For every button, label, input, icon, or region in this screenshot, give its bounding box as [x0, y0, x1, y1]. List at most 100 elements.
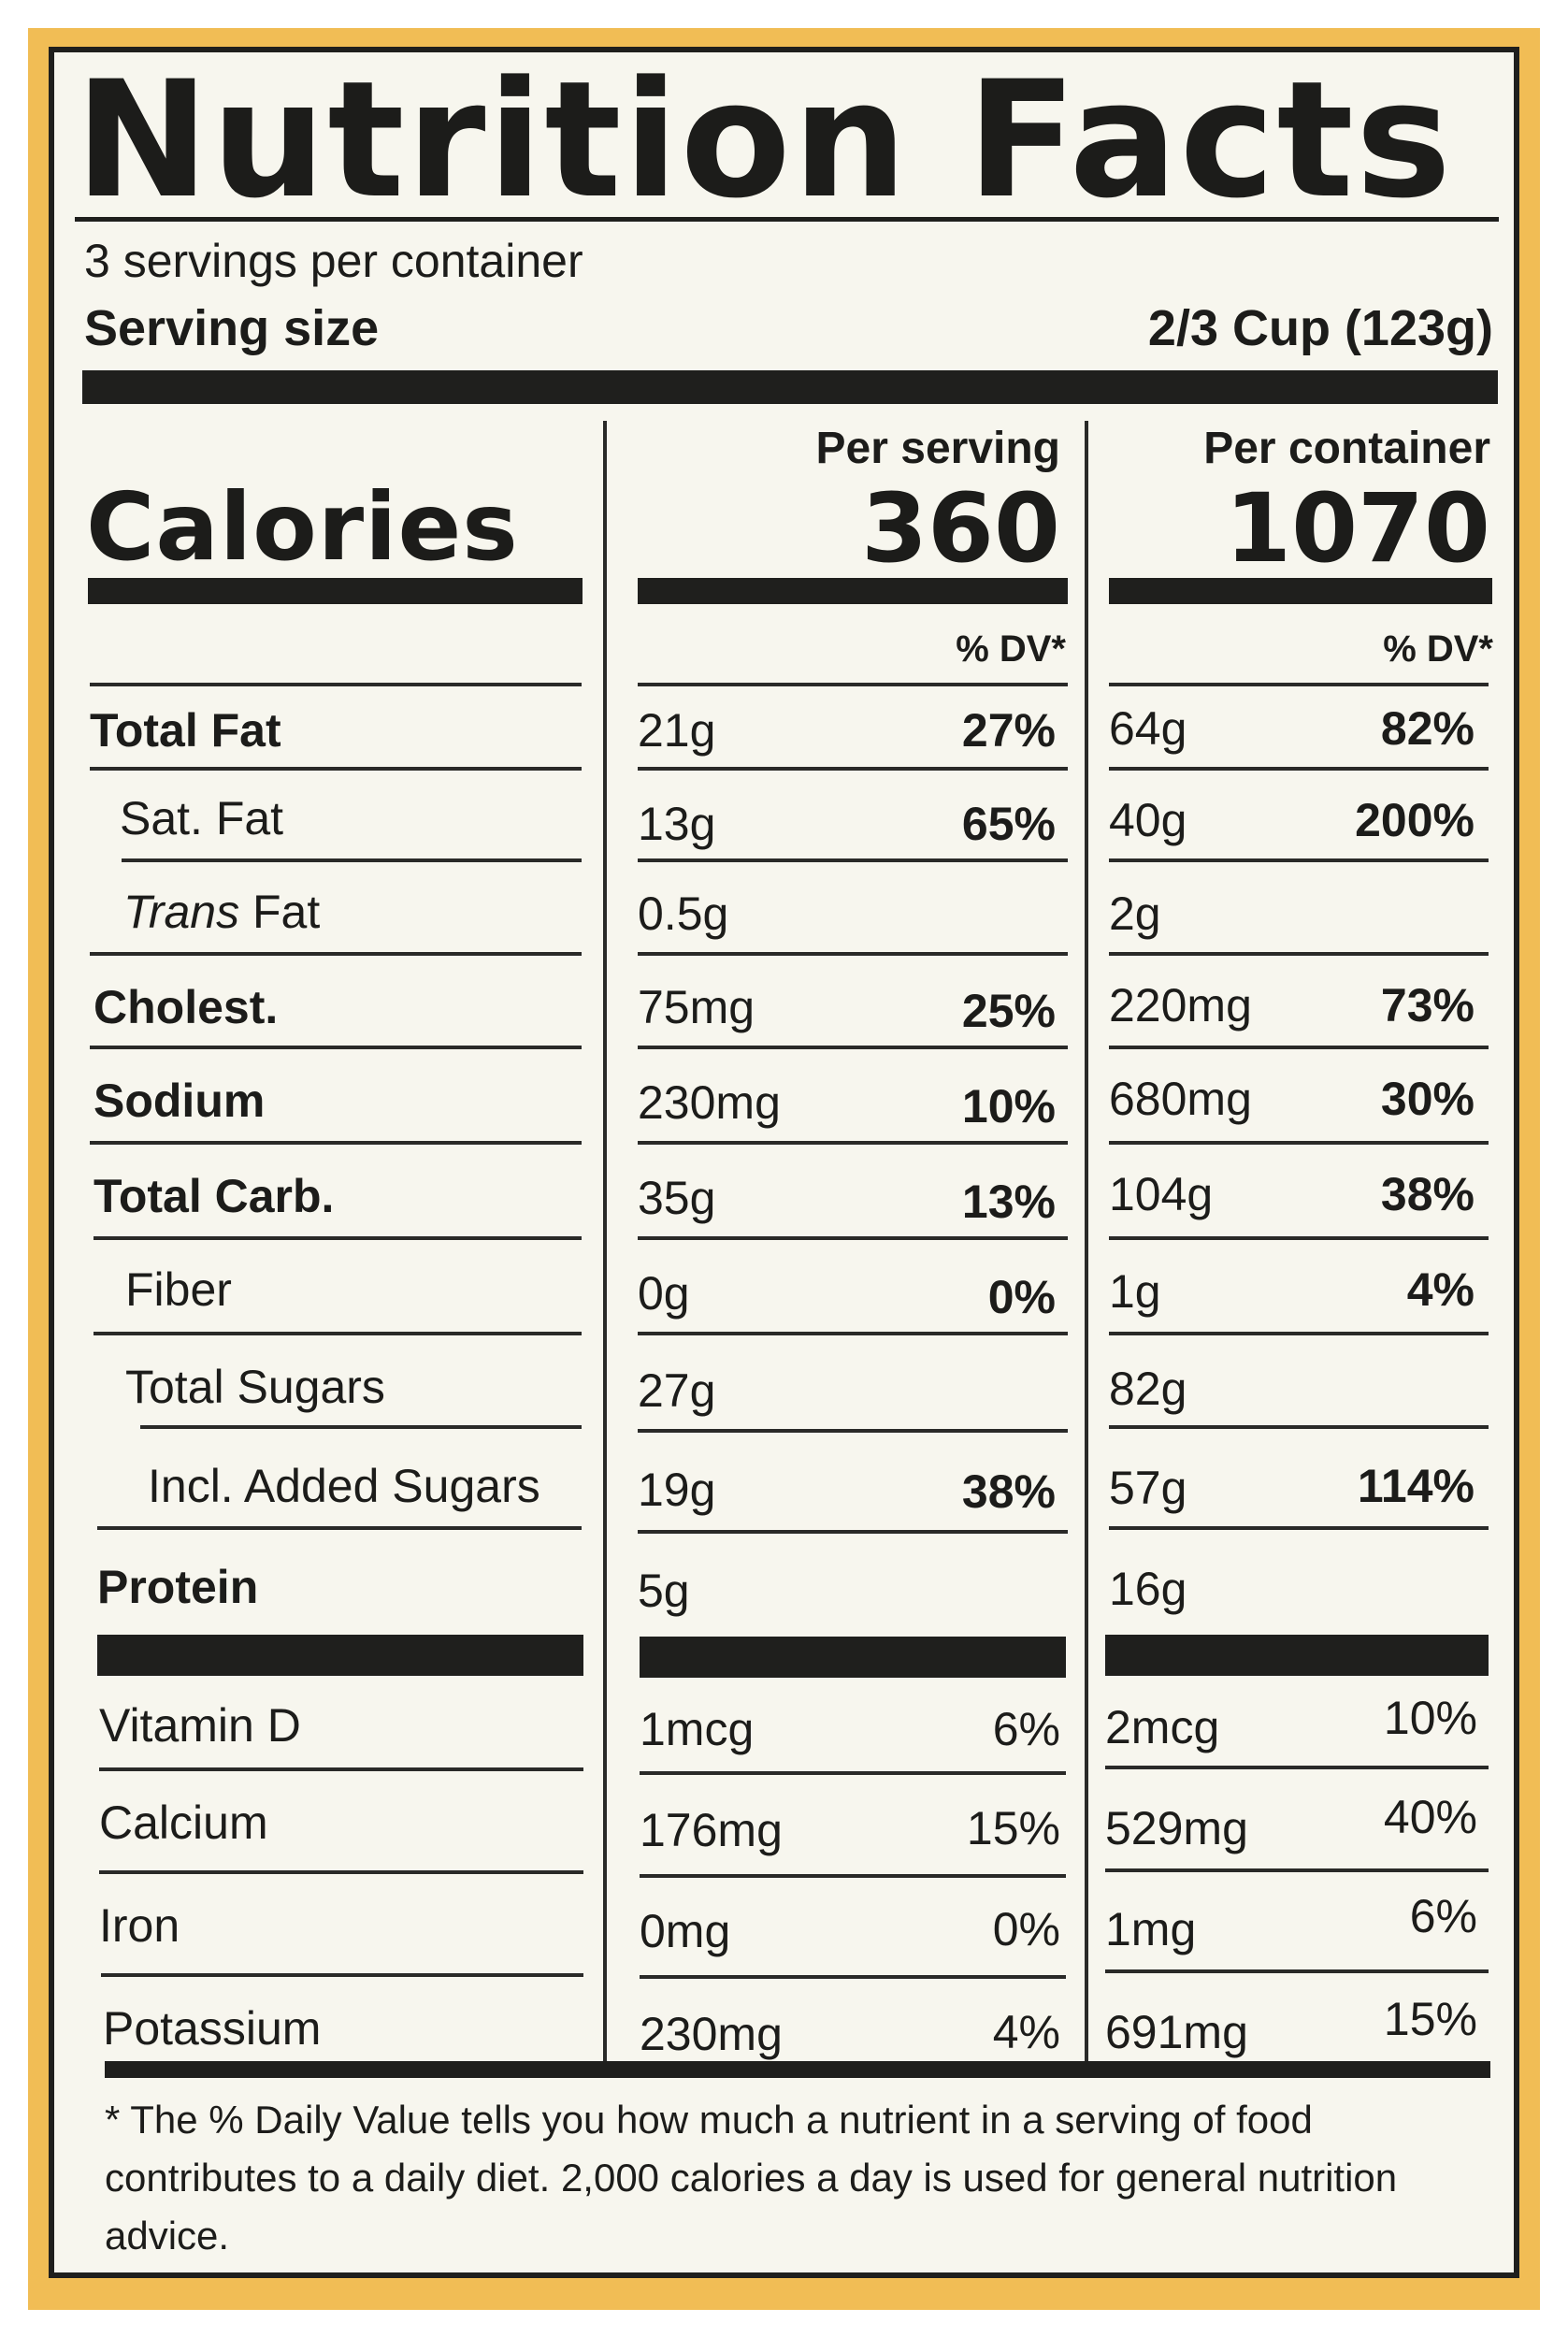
- calories-bar-middle: [638, 578, 1068, 604]
- per-serving-header: Per serving: [815, 424, 1060, 473]
- serving-dv-vitamin-d: 6%: [992, 1703, 1060, 1755]
- nutrient-label-sat-fat: Sat. Fat: [120, 792, 284, 844]
- container-dv-added-sugars: 114%: [1357, 1460, 1474, 1512]
- row-rule: [90, 767, 582, 771]
- container-amount-cholesterol: 220mg: [1109, 979, 1252, 1031]
- trans-fat-suffix: Fat: [239, 886, 321, 938]
- container-amount-total-carb: 104g: [1109, 1168, 1214, 1220]
- row-rule: [94, 1236, 582, 1240]
- nutrient-label-total-sugars: Total Sugars: [125, 1361, 385, 1413]
- row-rule: [638, 952, 1068, 956]
- serving-size-value: 2/3 Cup (123g): [1147, 300, 1493, 356]
- serving-dv-sat-fat: 65%: [961, 798, 1056, 850]
- nutrient-label-trans-fat: Trans Fat: [123, 885, 320, 939]
- container-dv-cholesterol: 73%: [1380, 979, 1474, 1031]
- row-rule: [638, 1236, 1068, 1240]
- row-rule: [638, 858, 1068, 862]
- serving-size-thick-bar: [82, 370, 1498, 404]
- vitamin-label-potassium: Potassium: [103, 2002, 322, 2055]
- serving-amount-trans-fat: 0.5g: [638, 887, 729, 940]
- row-rule: [1109, 1141, 1489, 1145]
- container-amount-sodium: 680mg: [1109, 1073, 1252, 1125]
- serving-dv-iron: 0%: [992, 1903, 1060, 1955]
- row-rule: [90, 952, 582, 956]
- serving-dv-total-carb: 13%: [961, 1176, 1056, 1228]
- row-rule: [640, 1771, 1066, 1775]
- serving-amount-total-carb: 35g: [638, 1172, 716, 1224]
- row-rule: [101, 1973, 583, 1977]
- container-amount-fiber: 1g: [1109, 1265, 1161, 1318]
- serving-amount-cholesterol: 75mg: [638, 981, 755, 1033]
- serving-amount-sat-fat: 13g: [638, 798, 716, 850]
- row-rule: [97, 1526, 582, 1530]
- nutrient-label-added-sugars: Incl. Added Sugars: [148, 1460, 540, 1512]
- row-rule: [1105, 1868, 1489, 1872]
- protein-thick-bar-right: [1105, 1635, 1489, 1676]
- serving-dv-calcium: 15%: [966, 1802, 1060, 1854]
- row-rule: [640, 1874, 1066, 1878]
- container-amount-vitamin-d: 2mcg: [1105, 1701, 1220, 1753]
- container-dv-iron: 6%: [1409, 1890, 1477, 1942]
- row-rule: [1105, 1766, 1489, 1769]
- calories-per-serving: 360: [861, 473, 1060, 584]
- title-rule: [75, 217, 1499, 222]
- serving-amount-potassium: 230mg: [640, 2008, 783, 2060]
- trans-italic: Trans: [123, 886, 240, 938]
- container-amount-protein: 16g: [1109, 1563, 1187, 1615]
- serving-amount-iron: 0mg: [640, 1905, 731, 1957]
- container-dv-sodium: 30%: [1380, 1073, 1474, 1125]
- column-divider-left: [603, 421, 607, 2076]
- row-rule: [1109, 858, 1489, 862]
- row-rule: [638, 1046, 1068, 1049]
- row-rule: [1109, 952, 1489, 956]
- container-dv-total-carb: 38%: [1380, 1168, 1474, 1220]
- serving-amount-added-sugars: 19g: [638, 1464, 716, 1516]
- dv-header-container: % DV*: [1383, 628, 1493, 670]
- row-rule: [94, 1332, 582, 1335]
- serving-amount-total-sugars: 27g: [638, 1364, 716, 1417]
- serving-amount-sodium: 230mg: [638, 1076, 781, 1129]
- nutrient-label-protein: Protein: [97, 1561, 259, 1613]
- row-rule: [638, 1332, 1068, 1335]
- container-dv-fiber: 4%: [1406, 1263, 1474, 1316]
- nutrient-label-sodium: Sodium: [94, 1075, 266, 1127]
- container-dv-sat-fat: 200%: [1355, 794, 1474, 846]
- serving-dv-added-sugars: 38%: [961, 1465, 1056, 1518]
- row-rule: [638, 1429, 1068, 1433]
- vitamin-label-iron: Iron: [99, 1899, 180, 1952]
- container-dv-calcium: 40%: [1383, 1791, 1477, 1843]
- serving-dv-sodium: 10%: [961, 1080, 1056, 1132]
- dv-header-serving: % DV*: [956, 628, 1066, 670]
- protein-thick-bar-middle: [640, 1637, 1066, 1678]
- row-rule: [1109, 1046, 1489, 1049]
- row-rule: [140, 1425, 582, 1429]
- per-container-header: Per container: [1203, 424, 1490, 473]
- serving-dv-cholesterol: 25%: [961, 985, 1056, 1037]
- nutrient-label-cholesterol: Cholest.: [94, 981, 279, 1033]
- row-rule: [1109, 767, 1489, 771]
- row-rule: [1109, 1332, 1489, 1335]
- servings-per-container: 3 servings per container: [84, 235, 583, 287]
- calories-per-container: 1070: [1225, 473, 1490, 584]
- row-rule: [1109, 683, 1489, 686]
- container-amount-iron: 1mg: [1105, 1903, 1197, 1955]
- nutrient-label-total-carb: Total Carb.: [94, 1170, 335, 1222]
- container-amount-calcium: 529mg: [1105, 1802, 1248, 1854]
- nutrient-label-fiber: Fiber: [125, 1263, 232, 1316]
- row-rule: [90, 1141, 582, 1145]
- container-amount-added-sugars: 57g: [1109, 1462, 1187, 1514]
- row-rule: [640, 1975, 1066, 1979]
- row-rule: [1105, 1969, 1489, 1973]
- container-amount-trans-fat: 2g: [1109, 887, 1161, 940]
- vitamin-label-calcium: Calcium: [99, 1796, 268, 1849]
- container-amount-total-sugars: 82g: [1109, 1363, 1187, 1415]
- row-rule: [1109, 1425, 1489, 1429]
- nutrient-label-total-fat: Total Fat: [90, 704, 281, 757]
- vitamin-label-vitamin-d: Vitamin D: [99, 1699, 301, 1752]
- serving-dv-fiber: 0%: [987, 1271, 1056, 1323]
- serving-amount-protein: 5g: [638, 1565, 690, 1617]
- container-amount-total-fat: 64g: [1109, 702, 1187, 755]
- footnote-bar: [105, 2061, 1490, 2078]
- container-dv-total-fat: 82%: [1380, 702, 1474, 755]
- row-rule: [638, 683, 1068, 686]
